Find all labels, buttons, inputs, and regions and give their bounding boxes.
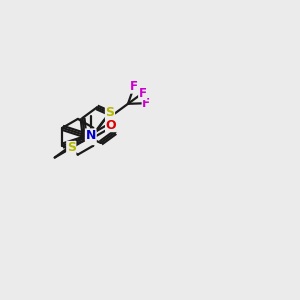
Text: O: O — [106, 118, 116, 132]
Text: F: F — [142, 97, 150, 110]
Text: N: N — [85, 129, 96, 142]
Text: F: F — [130, 80, 138, 93]
Text: F: F — [139, 86, 147, 100]
Text: S: S — [106, 106, 115, 119]
Text: S: S — [67, 142, 76, 154]
Text: N: N — [85, 131, 96, 145]
